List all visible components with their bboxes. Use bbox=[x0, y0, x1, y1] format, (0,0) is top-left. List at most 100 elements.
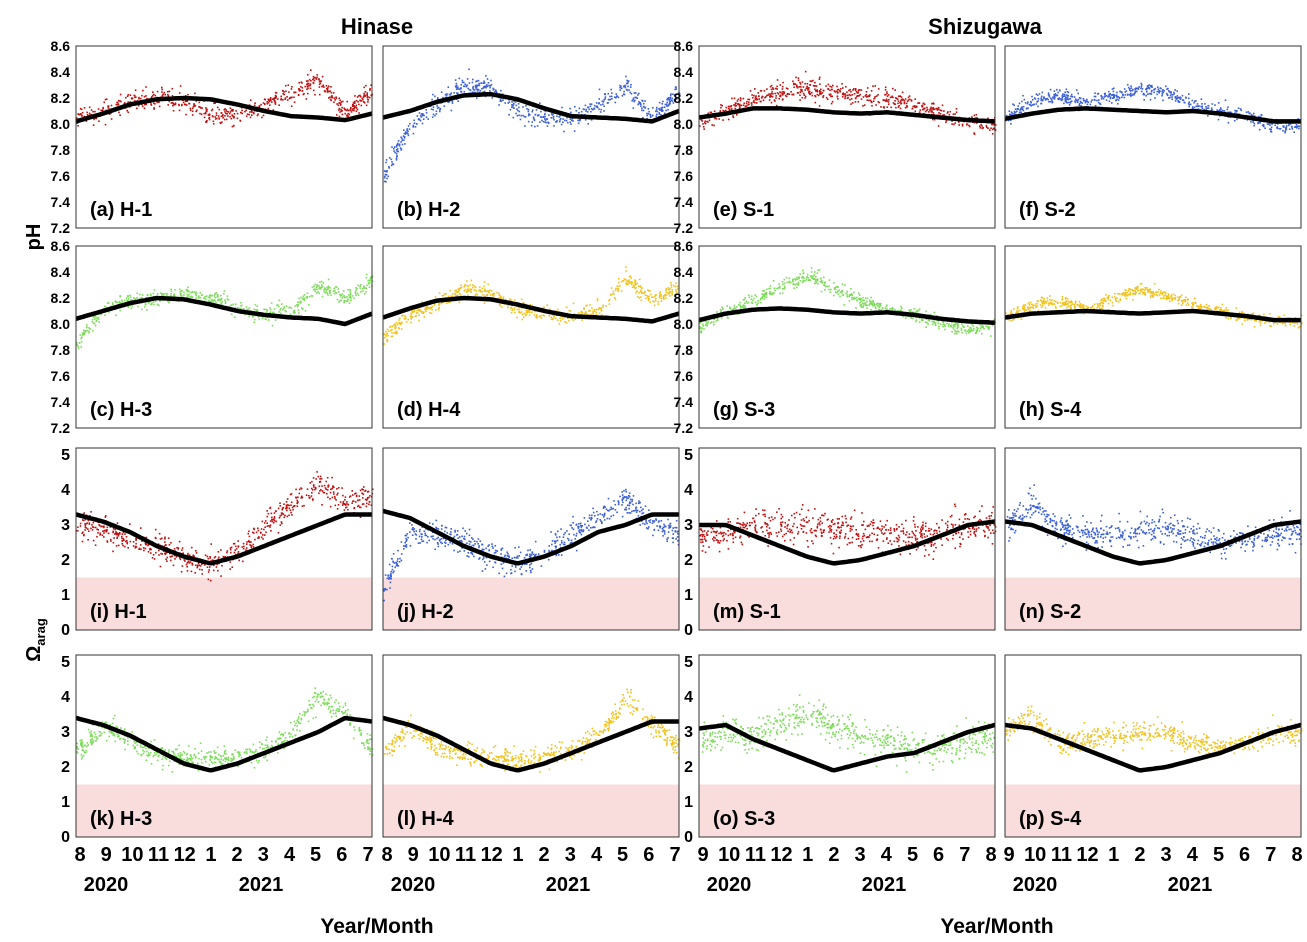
observed-point bbox=[464, 284, 466, 286]
observed-point bbox=[1217, 118, 1220, 121]
observed-point bbox=[320, 80, 323, 82]
observed-point bbox=[1025, 107, 1028, 109]
observed-point bbox=[274, 102, 276, 104]
observed-point bbox=[592, 310, 594, 312]
observed-point bbox=[966, 330, 969, 332]
y-tick-label: 8.2 bbox=[674, 290, 694, 306]
observed-point bbox=[901, 91, 904, 94]
observed-point bbox=[365, 287, 367, 289]
observed-point bbox=[638, 291, 640, 294]
observed-point bbox=[470, 288, 473, 291]
observed-point bbox=[325, 289, 328, 291]
observed-point bbox=[574, 318, 577, 321]
observed-point bbox=[548, 114, 550, 116]
observed-point bbox=[170, 290, 173, 293]
observed-point bbox=[198, 101, 201, 104]
observed-point bbox=[1161, 292, 1164, 294]
observed-point bbox=[96, 319, 98, 322]
observed-point bbox=[161, 293, 163, 295]
observed-point bbox=[274, 94, 277, 97]
observed-point bbox=[823, 276, 825, 279]
observed-point bbox=[544, 110, 547, 113]
observed-point bbox=[797, 283, 800, 285]
observed-point bbox=[1040, 296, 1043, 299]
observed-point bbox=[655, 297, 657, 300]
observed-point bbox=[822, 95, 825, 97]
observed-point bbox=[624, 85, 626, 88]
observed-point bbox=[633, 100, 635, 103]
observed-point bbox=[1019, 109, 1021, 111]
observed-point bbox=[1151, 89, 1153, 92]
observed-point bbox=[1197, 108, 1200, 110]
observed-point bbox=[1201, 103, 1203, 105]
observed-point bbox=[765, 296, 767, 298]
observed-point bbox=[387, 175, 390, 178]
observed-point bbox=[349, 293, 352, 296]
observed-point bbox=[1032, 306, 1034, 308]
observed-point bbox=[273, 308, 276, 310]
observed-point bbox=[635, 283, 637, 285]
observed-point bbox=[400, 141, 402, 143]
observed-point bbox=[813, 278, 816, 280]
observed-point bbox=[1233, 119, 1236, 122]
xlabel-right: Year/Month bbox=[940, 915, 1053, 938]
observed-point bbox=[418, 314, 420, 316]
observed-point bbox=[1111, 97, 1114, 99]
observed-point bbox=[631, 286, 634, 288]
observed-point bbox=[823, 284, 826, 286]
observed-point bbox=[797, 77, 800, 79]
observed-point bbox=[892, 87, 894, 90]
observed-point bbox=[924, 321, 927, 323]
observed-point bbox=[1028, 304, 1031, 306]
observed-point bbox=[958, 124, 960, 126]
observed-point bbox=[922, 108, 925, 111]
climatology-line bbox=[382, 295, 680, 324]
observed-point bbox=[1253, 122, 1256, 125]
observed-point bbox=[402, 135, 405, 137]
observed-point bbox=[619, 84, 621, 87]
observed-point bbox=[938, 325, 940, 328]
observed-point bbox=[602, 101, 605, 103]
observed-point bbox=[908, 309, 910, 311]
observed-point bbox=[315, 78, 318, 80]
observed-point bbox=[460, 286, 463, 289]
ylabel-omega-symbol: Ω bbox=[23, 646, 45, 662]
observed-point bbox=[311, 286, 314, 289]
observed-point bbox=[425, 111, 428, 114]
observed-point bbox=[1033, 103, 1035, 106]
observed-point bbox=[469, 284, 471, 286]
observed-point bbox=[336, 286, 338, 288]
observed-point bbox=[1227, 106, 1229, 108]
observed-point bbox=[396, 154, 398, 157]
observed-point bbox=[619, 89, 622, 91]
observed-point bbox=[774, 289, 776, 292]
observed-point bbox=[589, 310, 591, 312]
observed-point bbox=[78, 342, 81, 344]
y-tick-label: 7.2 bbox=[674, 420, 694, 436]
observed-point bbox=[181, 295, 183, 297]
observed-point bbox=[819, 93, 821, 95]
observed-point bbox=[839, 291, 842, 293]
observed-point bbox=[872, 304, 874, 306]
observed-point bbox=[278, 311, 280, 313]
observed-point bbox=[440, 91, 443, 93]
observed-point bbox=[332, 92, 335, 94]
observed-point bbox=[795, 278, 797, 281]
observed-point bbox=[814, 271, 816, 273]
observed-point bbox=[223, 109, 226, 111]
observed-point bbox=[1012, 103, 1014, 105]
panel-s-1-ph: (e) S-17.27.47.67.88.08.28.48.6 bbox=[674, 38, 997, 236]
observed-point bbox=[201, 293, 203, 296]
observed-point bbox=[658, 108, 660, 110]
observed-point bbox=[589, 105, 592, 108]
observed-point bbox=[592, 312, 594, 314]
observed-point bbox=[617, 287, 619, 290]
observed-point bbox=[1054, 93, 1057, 95]
observed-point bbox=[268, 319, 270, 321]
observed-point bbox=[866, 307, 868, 309]
observed-point bbox=[468, 289, 471, 292]
observed-point bbox=[988, 326, 991, 328]
observed-point bbox=[571, 119, 573, 121]
observed-point bbox=[898, 95, 900, 97]
observed-point bbox=[1116, 96, 1118, 98]
